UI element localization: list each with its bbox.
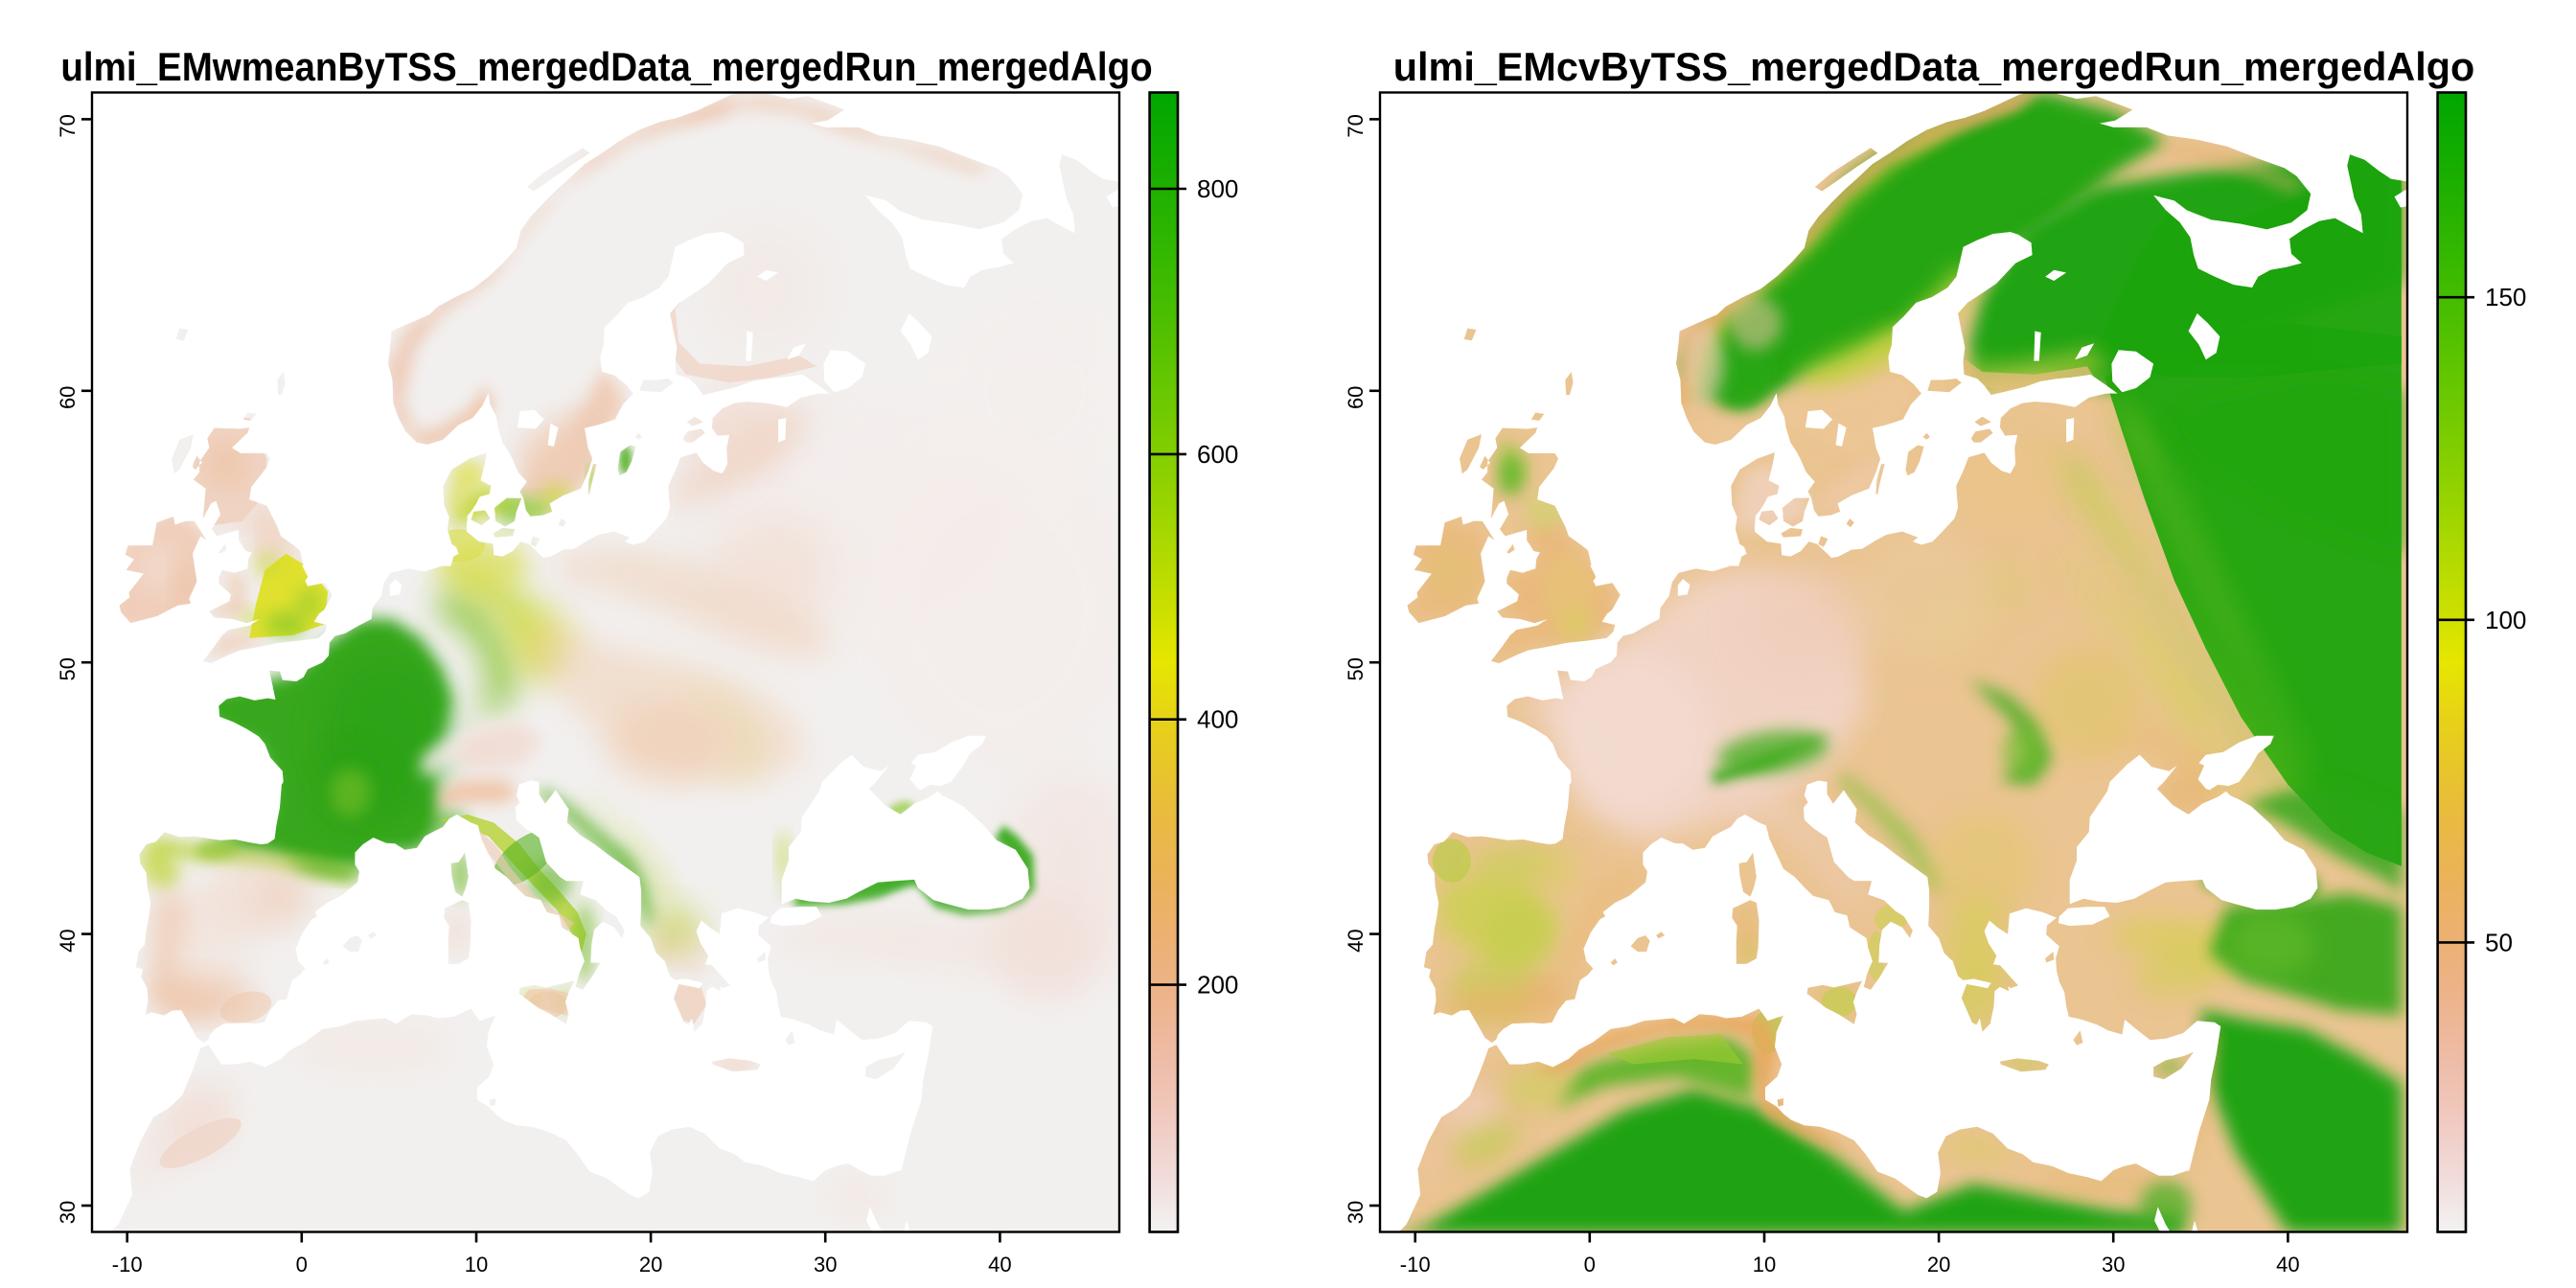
- svg-text:20: 20: [1927, 1253, 1950, 1276]
- svg-text:-10: -10: [112, 1253, 143, 1276]
- svg-text:70: 70: [56, 114, 80, 137]
- svg-text:50: 50: [1344, 657, 1368, 680]
- svg-text:40: 40: [1344, 929, 1368, 952]
- svg-text:-10: -10: [1400, 1253, 1431, 1276]
- svg-text:70: 70: [1344, 114, 1368, 137]
- svg-text:30: 30: [814, 1253, 837, 1276]
- svg-text:30: 30: [1344, 1201, 1368, 1224]
- svg-text:400: 400: [1197, 705, 1238, 734]
- svg-text:800: 800: [1197, 174, 1238, 203]
- svg-text:60: 60: [56, 386, 80, 409]
- svg-text:50: 50: [56, 657, 80, 680]
- svg-text:ulmi_EMwmeanByTSS_mergedData_m: ulmi_EMwmeanByTSS_mergedData_mergedRun_m…: [60, 44, 1152, 89]
- svg-text:150: 150: [2485, 283, 2526, 311]
- svg-text:0: 0: [1584, 1253, 1596, 1276]
- svg-text:600: 600: [1197, 440, 1238, 469]
- svg-text:0: 0: [296, 1253, 308, 1276]
- svg-text:10: 10: [1753, 1253, 1776, 1276]
- svg-text:20: 20: [639, 1253, 662, 1276]
- svg-text:60: 60: [1344, 386, 1368, 409]
- svg-text:200: 200: [1197, 971, 1238, 1000]
- svg-text:40: 40: [56, 929, 80, 952]
- svg-text:50: 50: [2485, 928, 2513, 956]
- svg-text:40: 40: [2276, 1253, 2299, 1276]
- svg-text:40: 40: [988, 1253, 1011, 1276]
- svg-text:30: 30: [2102, 1253, 2125, 1276]
- svg-text:ulmi_EMcvByTSS_mergedData_merg: ulmi_EMcvByTSS_mergedData_mergedRun_merg…: [1393, 44, 2474, 89]
- svg-text:30: 30: [56, 1201, 80, 1224]
- svg-text:10: 10: [465, 1253, 488, 1276]
- svg-text:100: 100: [2485, 606, 2526, 634]
